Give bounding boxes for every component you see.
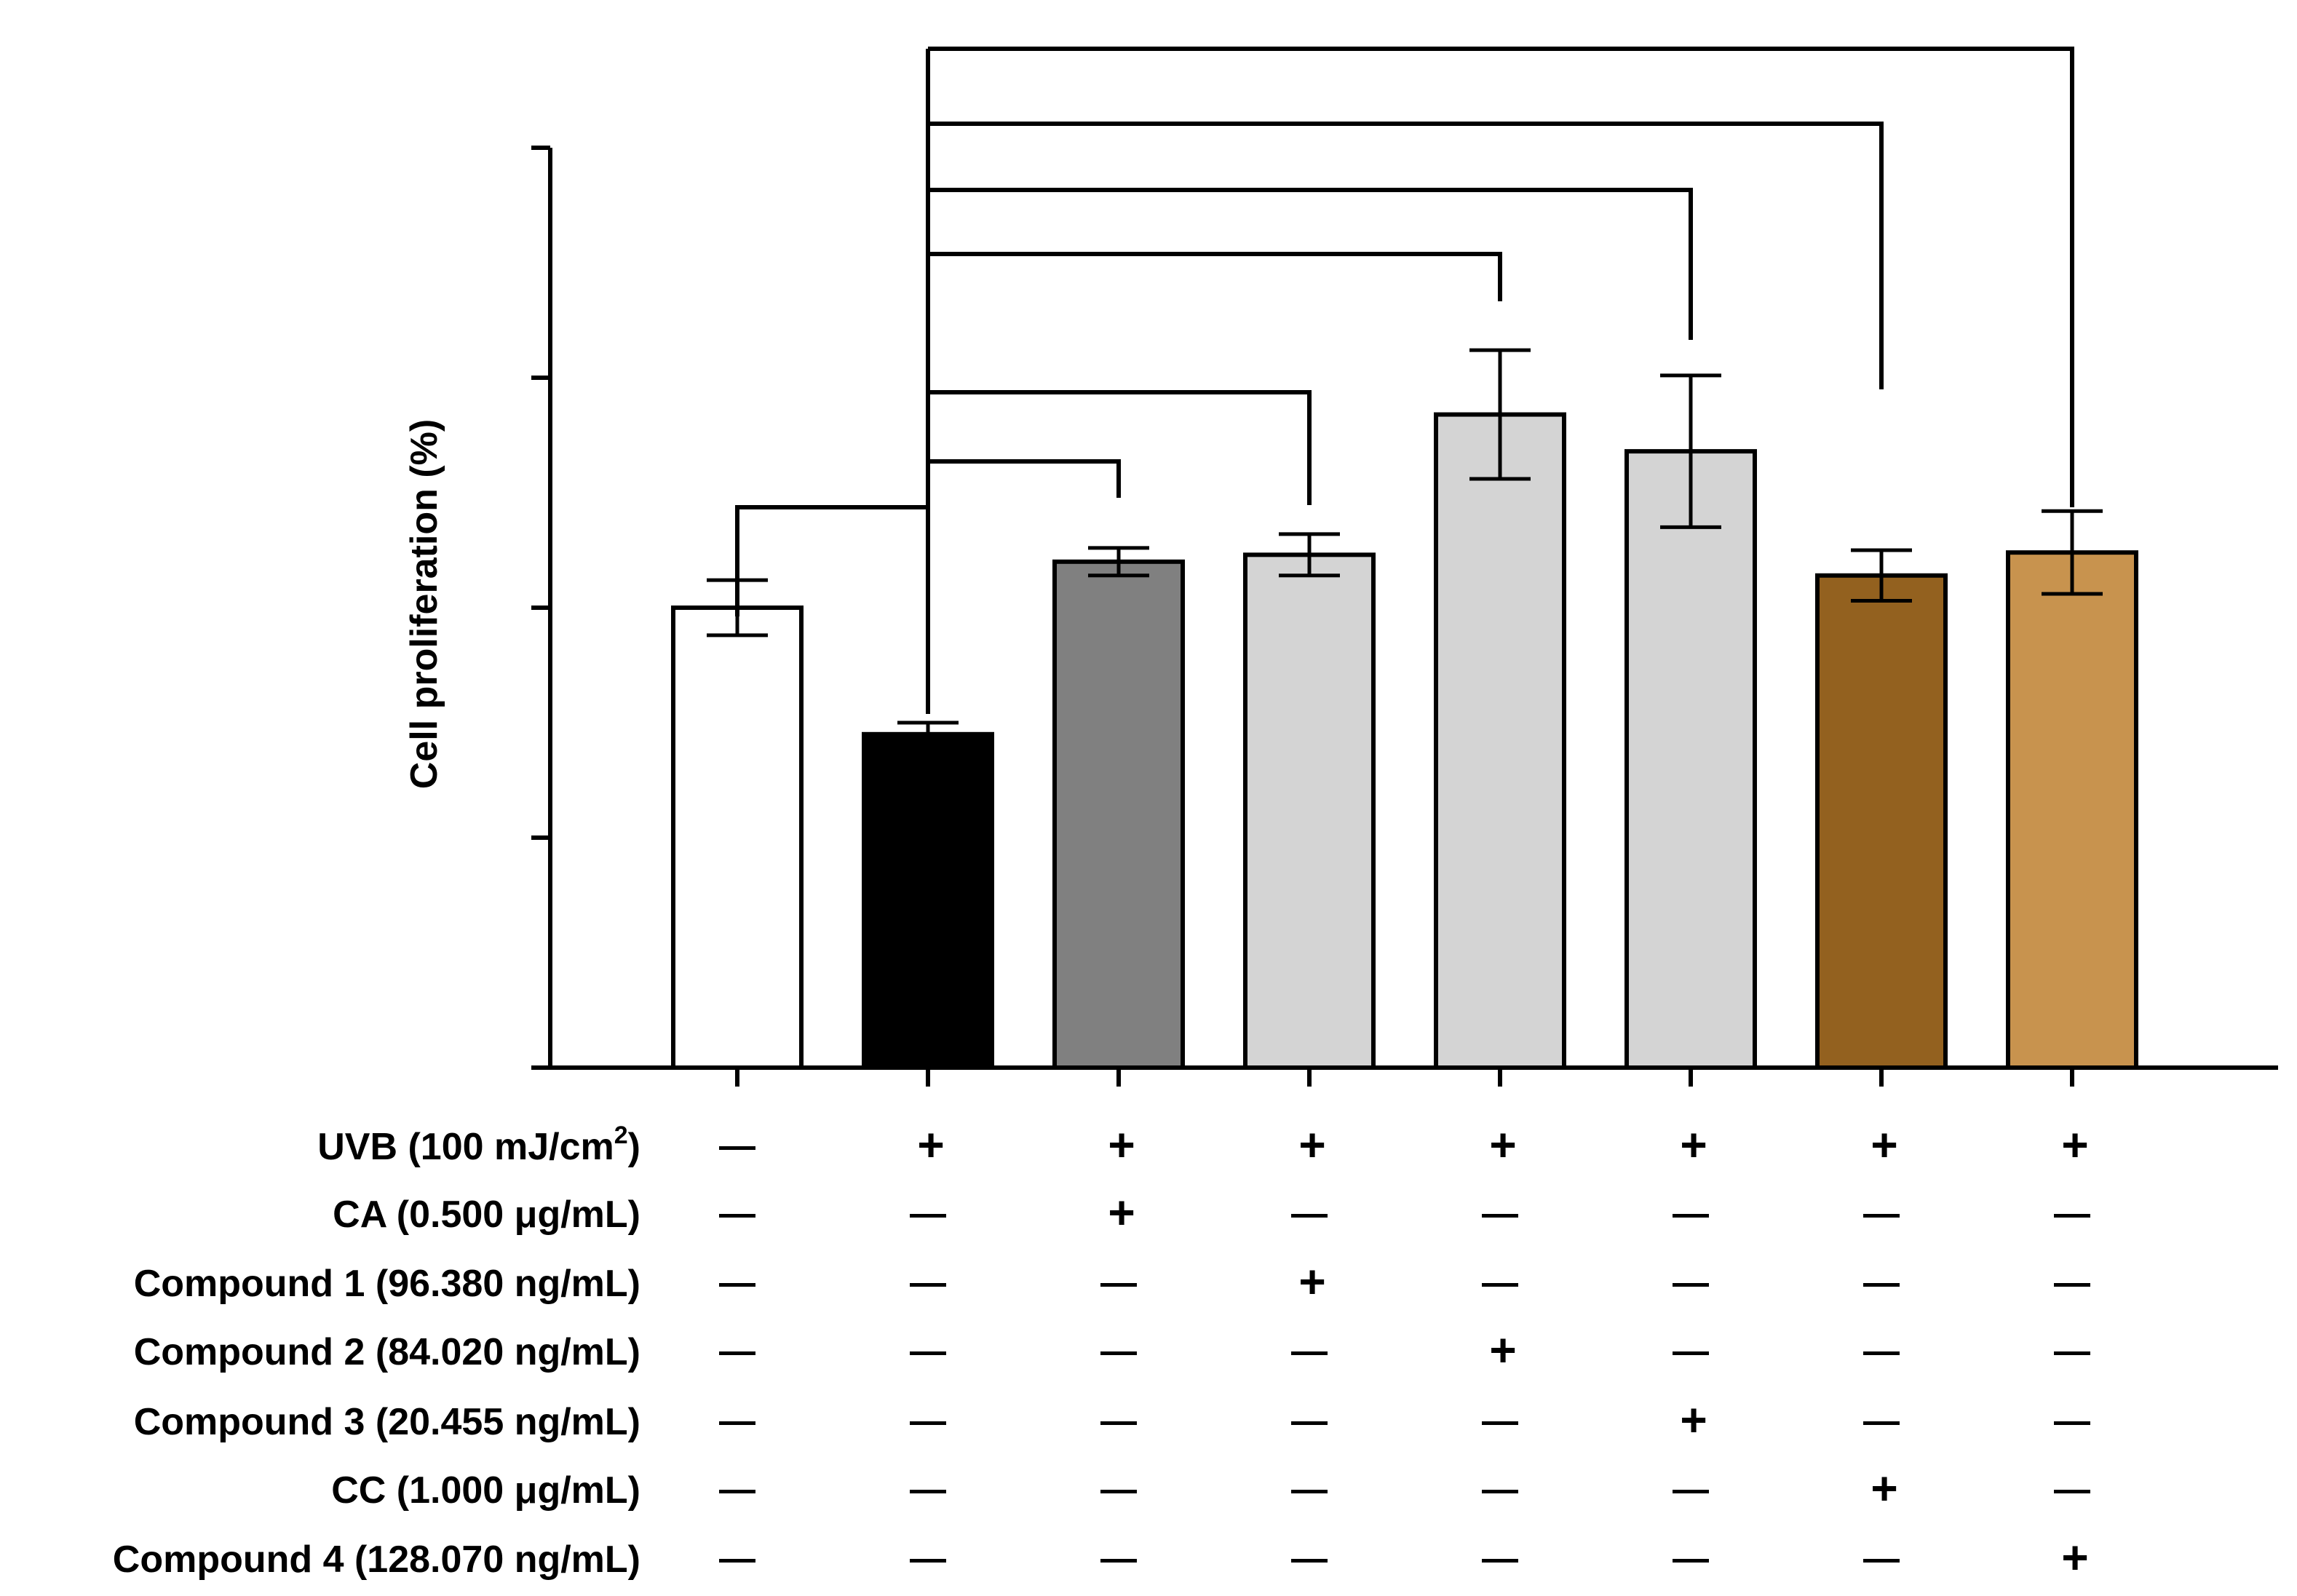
significance-bracket-5 (928, 188, 1693, 340)
treatment-mark-r7-c6: — (1673, 1538, 1709, 1579)
treatment-mark-r6-c5: — (1482, 1469, 1518, 1509)
treatment-label-7: Compound 4 (128.070 ng/mL) (113, 1539, 640, 1581)
bar-8 (2006, 550, 2138, 1070)
treatment-mark-r3-c3: — (1100, 1262, 1137, 1303)
error-bar-4 (1279, 532, 1340, 578)
treatment-mark-r3-c4: + (1298, 1255, 1325, 1308)
error-bar-5 (1469, 348, 1531, 481)
treatment-mark-r1-c3: + (1108, 1119, 1135, 1171)
y-axis-label: Cell proliferation (%) (403, 419, 445, 789)
treatment-mark-r1-c7: + (1870, 1119, 1897, 1171)
significance-bracket-4 (928, 252, 1502, 301)
treatment-mark-r2-c8: — (2054, 1193, 2090, 1234)
treatment-label-3: Compound 1 (96.380 ng/mL) (134, 1263, 640, 1305)
bar-5 (1434, 412, 1566, 1070)
treatment-mark-r2-c1: — (719, 1193, 755, 1234)
treatment-mark-r7-c4: — (1291, 1538, 1328, 1579)
treatment-mark-r4-c2: — (910, 1330, 946, 1371)
bar-6 (1624, 449, 1757, 1070)
treatment-mark-r7-c1: — (719, 1538, 755, 1579)
treatment-mark-r5-c1: — (719, 1400, 755, 1441)
error-bar-2 (897, 720, 959, 748)
treatment-mark-r4-c1: — (719, 1330, 755, 1371)
error-bar-6 (1660, 373, 1721, 529)
treatment-mark-r3-c6: — (1673, 1262, 1709, 1303)
treatment-mark-r1-c2: + (917, 1119, 944, 1171)
treatment-mark-r2-c6: — (1673, 1193, 1709, 1234)
treatment-label-text: UVB (100 mJ/cm (317, 1126, 614, 1168)
treatment-label-2: CA (0.500 μg/mL) (333, 1194, 640, 1236)
error-bar-8 (2042, 509, 2103, 596)
treatment-mark-r2-c5: — (1482, 1193, 1518, 1234)
treatment-mark-r6-c6: — (1673, 1469, 1709, 1509)
treatment-mark-r7-c8: + (2061, 1531, 2088, 1584)
treatment-mark-r1-c8: + (2061, 1119, 2088, 1171)
treatment-label-5: Compound 3 (20.455 ng/mL) (134, 1401, 640, 1443)
treatment-label-4: Compound 2 (84.020 ng/mL) (134, 1331, 640, 1373)
treatment-label-1: UVB (100 mJ/cm2) (317, 1121, 640, 1168)
treatment-mark-r5-c7: — (1863, 1400, 1900, 1441)
treatment-mark-r4-c3: — (1100, 1330, 1137, 1371)
treatment-mark-r6-c2: — (910, 1469, 946, 1509)
treatment-mark-r4-c5: + (1489, 1324, 1516, 1376)
treatment-mark-r2-c7: — (1863, 1193, 1900, 1234)
treatment-mark-r6-c1: — (719, 1469, 755, 1509)
treatment-mark-r1-c1: — (719, 1125, 755, 1166)
bar-7 (1815, 573, 1948, 1070)
treatment-mark-r7-c2: — (910, 1538, 946, 1579)
treatment-mark-r5-c4: — (1291, 1400, 1328, 1441)
treatment-mark-r4-c4: — (1291, 1330, 1328, 1371)
treatment-mark-r1-c6: + (1680, 1119, 1707, 1171)
treatment-mark-r4-c8: — (2054, 1330, 2090, 1371)
treatment-mark-r5-c5: — (1482, 1400, 1518, 1441)
treatment-mark-r1-c4: + (1298, 1119, 1325, 1171)
bar-2 (862, 731, 994, 1070)
treatment-mark-r6-c3: — (1100, 1469, 1137, 1509)
treatment-label-end: ) (628, 1126, 640, 1168)
treatment-label-6: CC (1.000 μg/mL) (331, 1469, 640, 1512)
bar-3 (1052, 559, 1185, 1070)
treatment-mark-r3-c2: — (910, 1262, 946, 1303)
treatment-mark-r4-c6: — (1673, 1330, 1709, 1371)
treatment-mark-r5-c6: + (1680, 1394, 1707, 1446)
treatment-label-superscript: 2 (614, 1121, 628, 1149)
treatment-mark-r3-c1: — (719, 1262, 755, 1303)
significance-bracket-1 (735, 505, 928, 616)
significance-bracket-6 (928, 122, 1884, 389)
treatment-mark-r5-c8: — (2054, 1400, 2090, 1441)
treatment-mark-r6-c8: — (2054, 1469, 2090, 1509)
significance-bracket-2 (928, 459, 1121, 498)
bar-1 (671, 606, 804, 1070)
bar-4 (1243, 552, 1376, 1070)
treatment-mark-r3-c5: — (1482, 1262, 1518, 1303)
treatment-mark-r7-c3: — (1100, 1538, 1137, 1579)
treatment-mark-r4-c7: — (1863, 1330, 1900, 1371)
significance-bracket-7 (928, 47, 2074, 507)
treatment-mark-r6-c7: + (1870, 1462, 1897, 1514)
treatment-mark-r7-c5: — (1482, 1538, 1518, 1579)
treatment-mark-r6-c4: — (1291, 1469, 1328, 1509)
treatment-mark-r7-c7: — (1863, 1538, 1900, 1579)
error-bar-3 (1088, 546, 1149, 578)
treatment-mark-r2-c4: — (1291, 1193, 1328, 1234)
error-bar-7 (1851, 548, 1912, 603)
treatment-mark-r3-c8: — (2054, 1262, 2090, 1303)
treatment-mark-r5-c3: — (1100, 1400, 1137, 1441)
treatment-mark-r1-c5: + (1489, 1119, 1516, 1171)
treatment-mark-r3-c7: — (1863, 1262, 1900, 1303)
treatment-mark-r2-c2: — (910, 1193, 946, 1234)
significance-bracket-3 (928, 390, 1312, 505)
treatment-mark-r2-c3: + (1108, 1186, 1135, 1239)
treatment-mark-r5-c2: — (910, 1400, 946, 1441)
